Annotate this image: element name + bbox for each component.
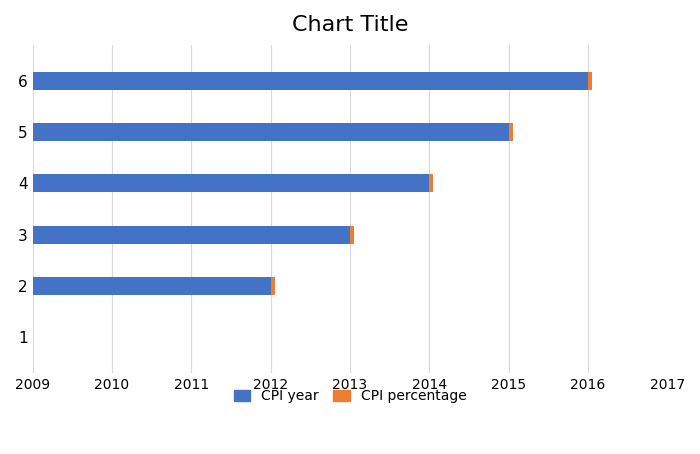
Bar [429,174,433,192]
Legend: CPI year, CPI percentage: CPI year, CPI percentage [228,384,472,409]
Bar [33,226,350,244]
Bar [33,123,509,141]
Bar [271,277,274,295]
Bar [509,123,512,141]
Bar [33,72,588,90]
Bar [588,72,592,90]
Bar [33,277,271,295]
Title: Chart Title: Chart Title [292,15,408,35]
Bar [350,226,354,244]
Bar [33,174,429,192]
